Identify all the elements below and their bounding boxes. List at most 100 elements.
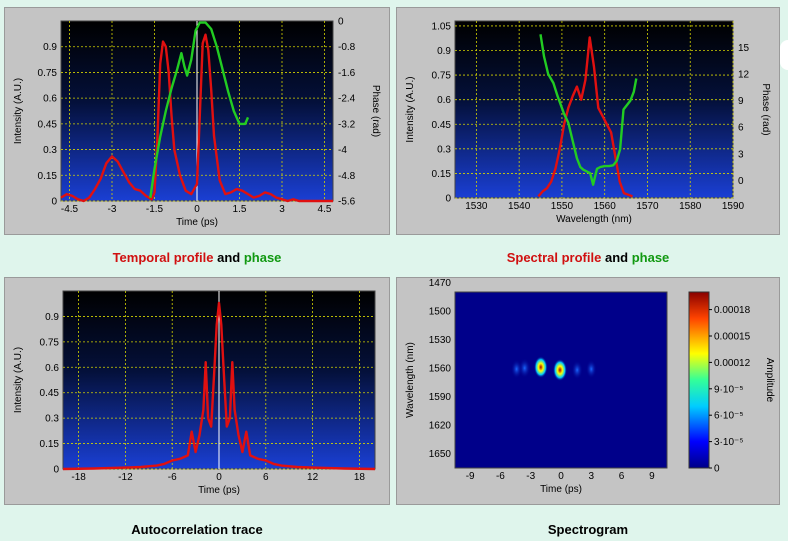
y-tick-label: 0.45 [40,388,60,399]
temporal-caption-a: Temporal profile [112,250,214,265]
x-tick-label: 3 [279,204,285,215]
y-tick-label: 1.05 [432,21,452,32]
y-tick-label: 1650 [429,449,452,460]
autocorr-caption: Autocorrelation trace [131,522,263,537]
spectrogram-spot [511,359,523,379]
y2-tick-label: -2.4 [338,94,356,105]
x-axis-label: Time (ps) [540,484,582,495]
spectrogram-spot [518,358,531,379]
y-axis-label: Intensity (A.U.) [13,347,24,413]
colorbar-label: Amplitude [764,358,775,403]
x-tick-label: 3 [589,471,595,482]
temporal-panel: -4.5 -3 -1.5 0 1.5 3 4.5 0 0.15 0.3 0.45 0.6 0.75 0.9… [4,7,390,235]
x-tick-label: -4.5 [61,204,79,215]
x-tick-label: 1570 [636,201,659,212]
x-axis-label: Time (ps) [198,485,240,496]
y-axis-label: Intensity (A.U.) [13,78,24,144]
phase-series-line [149,21,250,198]
spectrogram-spot [534,356,548,378]
y-tick-label: 0.9 [437,46,451,57]
x-tick-label: -6 [496,471,505,482]
y2-tick-label: 0 [338,17,344,28]
colorbar-tick-label: 9·10⁻⁵ [714,384,743,395]
x-tick-label: -18 [71,472,86,483]
y2-tick-label: 3 [738,149,744,160]
y-tick-label: 0.3 [437,144,451,155]
spectral-chart: 1530 1540 1550 1560 1570 1580 159000.150.30.45… [405,20,771,225]
y-tick-label: 0.3 [43,145,57,156]
x-tick-label: 1550 [551,201,574,212]
y2-tick-label: -0.8 [338,42,356,53]
colorbar-tick-label: 0.00018 [714,305,751,316]
x-tick-label: 12 [307,472,319,483]
x-tick-label: 1590 [722,201,745,212]
y-tick-label: 0 [51,197,57,208]
y-tick-label: 0.9 [43,42,57,53]
y-tick-label: 0.75 [40,337,60,348]
y-tick-label: 0.15 [432,169,452,180]
spectrogram-spot [552,359,567,382]
temporal-chart: -4.5 -3 -1.5 0 1.5 3 4.5 0 0.15 0.3 0.45 0.6 0.75 0.9… [13,17,381,229]
y-tick-label: 0.75 [38,68,58,79]
y-tick-label: 1500 [429,307,452,318]
y-tick-label: 0.45 [432,120,452,131]
y-tick-label: 1560 [429,364,452,375]
intensity-series-line [537,36,633,198]
x-tick-label: -3 [526,471,535,482]
spectrogram-panel: -9 -6 -3 0 3 6 9 1470 1500 1530 1560 1590 1620 1650 Ti… [396,277,780,505]
x-tick-label: -12 [118,472,133,483]
y-tick-label: 0.6 [437,95,451,106]
temporal-caption: Temporal profile and phase [4,250,390,265]
x-tick-label: 18 [354,472,366,483]
spectral-panel: 1530 1540 1550 1560 1570 1580 1590 0 0.15 0.3 0.45… [396,7,780,235]
y-tick-label: 0.15 [38,171,58,182]
y2-tick-label: 9 [738,96,744,107]
y-axis-label: Wavelength (nm) [405,342,416,418]
spectrogram-caption: Spectrogram [547,522,629,537]
y-tick-label: 0 [445,194,451,205]
intensity-series-line [62,301,376,471]
y2-tick-label: 6 [738,123,744,134]
colorbar-tick-label: 0.00015 [714,332,751,343]
x-tick-label: 1540 [508,201,531,212]
x-tick-label: 1.5 [233,204,247,215]
y2-tick-label: 12 [738,70,750,81]
y-tick-label: 1530 [429,335,452,346]
x-tick-label: 0 [216,472,222,483]
spectrogram-chart: -9 -6 -3 0 3 6 9 1470 1500 1530 1560 1590 1620 1650 Ti… [405,278,775,495]
colorbar-tick-label: 0 [714,464,720,475]
y2-tick-label: 15 [738,43,750,54]
x-axis-label: Wavelength (nm) [556,214,632,225]
intensity-series-line [60,33,333,203]
y2-tick-label: -4.8 [338,171,356,182]
y-tick-label: 0.3 [45,414,59,425]
x-tick-label: -1.5 [146,204,164,215]
spectral-caption-a: Spectral profile [506,250,602,265]
autocorr-panel: -18 -12 -6 0 6 12 18 0 0.15 0.3 0.45 0.6 0.75 0.9 Time… [4,277,390,505]
x-tick-label: 1560 [594,201,617,212]
y-tick-label: 0.75 [432,71,452,82]
y2-axis-label: Phase (rad) [370,85,381,137]
temporal-caption-b: and [217,250,241,265]
y-tick-label: 0.9 [45,312,59,323]
y-tick-label: 1470 [429,278,452,289]
x-tick-label: 6 [263,472,269,483]
spectral-caption: Spectral profile and phase [396,250,780,265]
y-tick-label: 0.15 [40,439,60,450]
colorbar [688,291,710,469]
y2-tick-label: -4 [338,145,347,156]
spectral-caption-c: phase [631,250,670,265]
autocorr-chart: -18 -12 -6 0 6 12 18 0 0.15 0.3 0.45 0.6 0.75 0.9 Time… [13,290,376,496]
x-tick-label: -3 [108,204,117,215]
y-tick-label: 0.6 [45,363,59,374]
y2-tick-label: -3.2 [338,119,356,130]
x-tick-label: 0 [194,204,200,215]
x-tick-label: -6 [168,472,177,483]
spectrogram-spot [585,359,597,379]
x-axis-label: Time (ps) [176,217,218,228]
colorbar-tick-label: 6·10⁻⁵ [714,411,743,422]
y-tick-label: 1590 [429,392,452,403]
y-tick-label: 0.45 [38,119,58,130]
y-axis-label: Intensity (A.U.) [405,76,416,142]
colorbar-tick-label: 0.00012 [714,358,751,369]
